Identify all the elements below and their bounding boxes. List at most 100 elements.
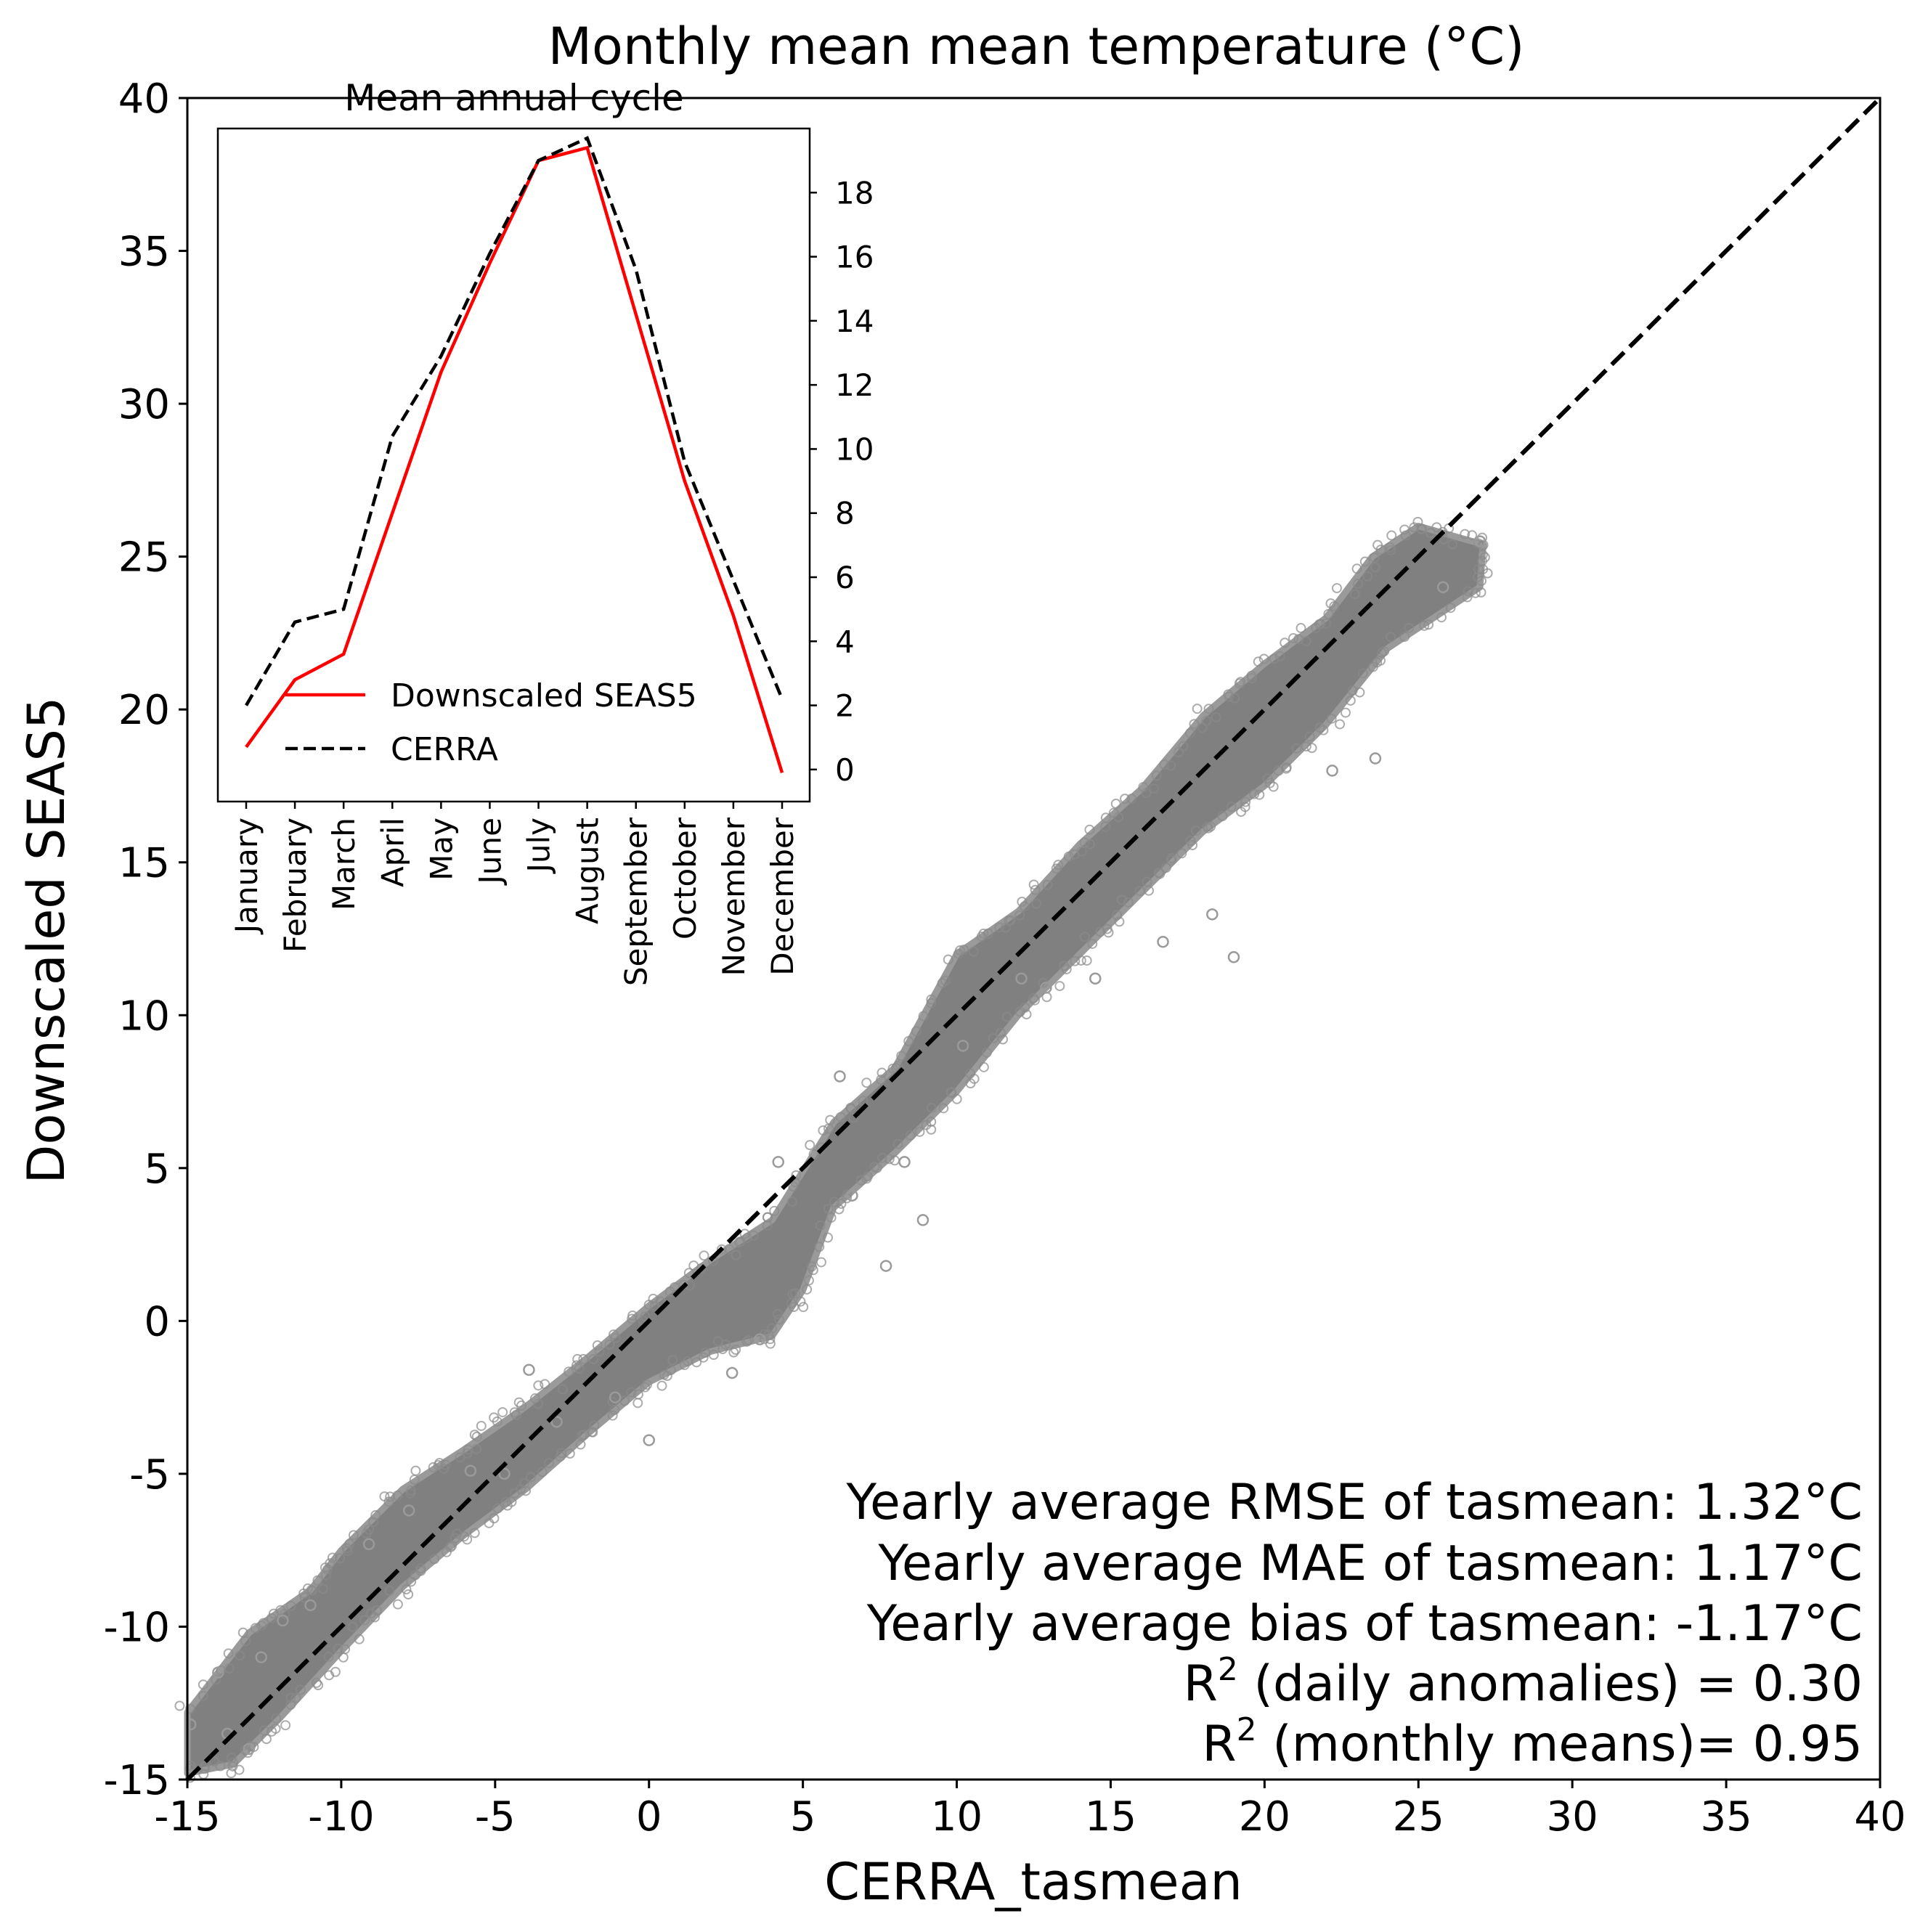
scatter-point xyxy=(892,1138,903,1149)
scatter-point xyxy=(1029,995,1040,1006)
scatter-point xyxy=(1084,824,1095,835)
scatter-point xyxy=(520,1485,531,1496)
scatter-point xyxy=(626,1387,637,1398)
scatter-point xyxy=(786,1197,797,1207)
scatter-point xyxy=(368,1517,379,1528)
scatter-point xyxy=(981,1047,992,1058)
scatter-point xyxy=(1269,653,1280,664)
scatter-point xyxy=(1087,938,1098,949)
r2-daily-base: R xyxy=(1184,1655,1218,1713)
y-tick-label: -15 xyxy=(104,1757,170,1804)
inset-x-axis-ticks: January February March April May June July Augu… xyxy=(229,802,800,986)
scatter-point xyxy=(994,922,1005,933)
scatter-point xyxy=(1166,760,1176,771)
outlier-point xyxy=(754,1333,766,1345)
main-plot-frame xyxy=(186,97,1882,1781)
scatter-point xyxy=(506,1496,517,1507)
x-tick-label: 35 xyxy=(1700,1793,1752,1841)
scatter-point xyxy=(469,1528,480,1538)
scatter-point xyxy=(748,1230,759,1241)
outlier-point xyxy=(523,1364,535,1376)
scatter-point xyxy=(1236,807,1247,818)
scatter-point xyxy=(588,1354,599,1365)
scatter-point xyxy=(1326,713,1337,724)
scatter-point xyxy=(1005,915,1016,926)
scatter-point xyxy=(295,1684,306,1695)
scatter-point xyxy=(887,1063,898,1074)
scatter-point xyxy=(384,1586,395,1597)
y-tick-label: -5 xyxy=(129,1451,170,1499)
outlier-point xyxy=(609,1391,622,1403)
scatter-point xyxy=(1234,678,1245,689)
scatter-point xyxy=(429,1554,440,1565)
scatter-point xyxy=(1306,743,1317,754)
scatter-point xyxy=(385,1491,396,1502)
scatter-point xyxy=(834,1204,845,1215)
scatter-point xyxy=(1184,727,1195,738)
scatter-point xyxy=(903,1036,914,1047)
inset-y-tick-label: 14 xyxy=(835,303,874,339)
scatter-point xyxy=(1352,579,1363,590)
scatter-point xyxy=(926,998,937,1008)
scatter-point xyxy=(371,1605,382,1616)
scatter-point xyxy=(1159,759,1170,770)
scatter-point xyxy=(476,1420,487,1431)
inset-x-tick-label: December xyxy=(765,817,800,976)
scatter-point xyxy=(1436,612,1447,623)
scatter-point xyxy=(338,1652,349,1663)
scatter-point xyxy=(905,1130,916,1141)
scatter-point xyxy=(1262,773,1273,784)
inset-series-line-downscaled-seas5 xyxy=(245,145,784,773)
outlier-point xyxy=(277,1614,289,1627)
scatter-point xyxy=(1445,603,1456,614)
inset-x-tick-label: August xyxy=(570,818,606,924)
scatter-point xyxy=(892,1061,903,1072)
scatter-point xyxy=(845,1102,856,1113)
scatter-point xyxy=(1014,1006,1025,1017)
scatter-point xyxy=(1166,855,1176,865)
scatter-point xyxy=(1051,863,1062,874)
scatter-point xyxy=(1340,707,1351,718)
scatter-point xyxy=(818,1125,829,1136)
inset-y-tick-label: 4 xyxy=(835,624,855,659)
scatter-point xyxy=(717,1344,728,1355)
scatter-point xyxy=(1419,620,1430,631)
scatter-point xyxy=(1329,601,1340,612)
scatter-point xyxy=(325,1558,335,1569)
scatter-point xyxy=(403,1589,414,1599)
scatter-point xyxy=(471,1431,482,1442)
y-tick-label: 20 xyxy=(118,687,170,734)
scatter-point xyxy=(803,1275,814,1286)
inset-x-tick-label: April xyxy=(375,818,410,887)
outlier-point xyxy=(1227,951,1240,963)
scatter-point xyxy=(998,1034,1009,1045)
inset-y-tick-label: 2 xyxy=(835,688,855,724)
scatter-point xyxy=(471,1443,482,1454)
inset-series-line-cerra xyxy=(245,136,784,706)
inset-background xyxy=(218,129,810,802)
scatter-point xyxy=(1081,955,1092,966)
y-tick-label: -10 xyxy=(104,1604,170,1651)
scatter-point xyxy=(802,1284,813,1295)
scatter-point xyxy=(237,1627,248,1638)
scatter-point xyxy=(789,1302,800,1313)
scatter-point xyxy=(1416,523,1427,534)
scatter-point xyxy=(876,1075,887,1085)
scatter-point xyxy=(405,1485,416,1496)
scatter-point xyxy=(1386,632,1396,643)
inset-x-tick-label: July xyxy=(521,818,557,875)
y-tick-label: 10 xyxy=(118,993,170,1040)
scatter-point xyxy=(185,1703,196,1714)
scatter-point xyxy=(1264,778,1275,788)
scatter-point xyxy=(1463,586,1473,597)
scatter-point xyxy=(1258,653,1269,664)
scatter-point xyxy=(574,1364,585,1374)
main-y-axis-ticks: -15 -10 -5 0 5 10 15 20 25 30 35 40 xyxy=(104,76,187,1804)
scatter-point xyxy=(640,1311,651,1322)
scatter-point xyxy=(564,1448,575,1459)
scatter-point xyxy=(462,1448,473,1459)
scatter-point xyxy=(731,1250,741,1260)
scatter-point xyxy=(996,1027,1006,1038)
inset-x-tick-label: February xyxy=(277,818,313,953)
scatter-point xyxy=(640,1382,651,1393)
